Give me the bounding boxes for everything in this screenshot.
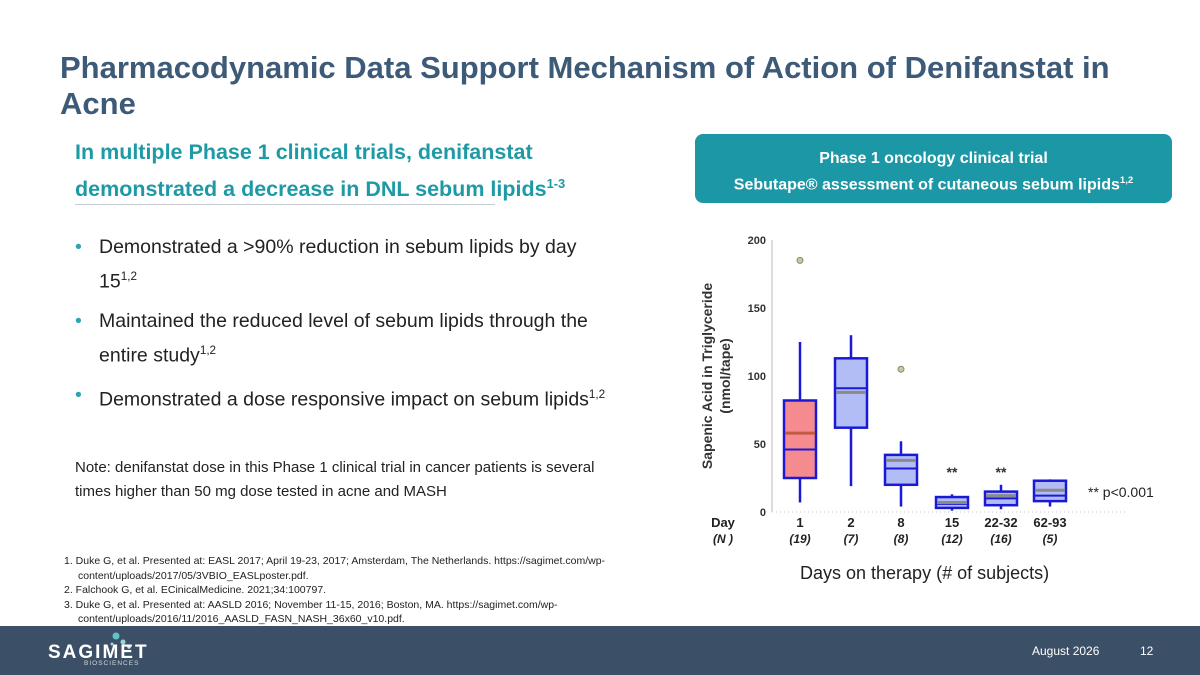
subtitle-text: In multiple Phase 1 clinical trials, den… bbox=[75, 140, 547, 202]
dose-note: Note: denifanstat dose in this Phase 1 c… bbox=[75, 459, 595, 500]
chart-caption-box: Phase 1 oncology clinical trial Sebutape… bbox=[695, 134, 1172, 203]
significance-marker: ** bbox=[947, 464, 958, 480]
company-logo-subtitle: BIOSCIENCES bbox=[84, 660, 140, 667]
bullet-superscript: 1,2 bbox=[588, 388, 606, 401]
n-label: (16) bbox=[990, 532, 1011, 546]
n-label: (12) bbox=[941, 532, 962, 546]
page-number: 12 bbox=[1140, 644, 1154, 658]
x-tick-label: 8 bbox=[897, 515, 904, 530]
bullet-text: Demonstrated a dose responsive impact on… bbox=[99, 388, 589, 411]
logo-dots-icon bbox=[110, 632, 131, 649]
day-row-header: Day bbox=[711, 515, 736, 530]
bullet-icon: • bbox=[75, 310, 82, 332]
bullet-item: • Demonstrated a >90% reduction in sebum … bbox=[75, 232, 615, 297]
box-plot-chart: 0 50 100 150 200 Sapenic Acid in Triglyceride… bbox=[699, 235, 1154, 546]
outlier-point bbox=[796, 256, 804, 264]
bullet-text: Demonstrated a >90% reduction in sebum l… bbox=[99, 236, 577, 293]
x-tick-label: 15 bbox=[945, 515, 959, 530]
bullet-superscript: 1,2 bbox=[199, 344, 217, 357]
n-label: (5) bbox=[1043, 532, 1058, 546]
bullet-item: • Demonstrated a dose responsive impact o… bbox=[75, 380, 615, 415]
bullet-superscript: 1,2 bbox=[120, 270, 137, 283]
outlier-point bbox=[897, 365, 905, 373]
y-tick-label: 100 bbox=[748, 371, 766, 383]
subtitle-divider bbox=[75, 204, 495, 205]
reference-item: 3. Duke G, et al. Presented at: AASLD 20… bbox=[64, 598, 558, 626]
references: 1. Duke G, et al. Presented at: EASL 201… bbox=[64, 554, 704, 627]
section-subtitle: In multiple Phase 1 clinical trials, den… bbox=[75, 137, 675, 205]
y-axis-label: Sapenic Acid in Triglyceride (nmol/tape) bbox=[699, 283, 733, 469]
footer-bar bbox=[0, 626, 1200, 675]
n-label: (8) bbox=[894, 532, 909, 546]
subtitle-superscript: 1-3 bbox=[546, 176, 566, 191]
x-tick-label: 62-93 bbox=[1033, 515, 1066, 530]
bullet-icon: • bbox=[75, 384, 82, 406]
caption-line-2: Sebutape® assessment of cutaneous sebum … bbox=[695, 170, 1172, 196]
company-logo: SAGIMET bbox=[48, 642, 149, 663]
n-row-header: (N ) bbox=[713, 532, 733, 546]
significance-legend: ** p<0.001 bbox=[1088, 484, 1154, 500]
n-label: (7) bbox=[844, 532, 859, 546]
footer-date: August 2026 bbox=[1032, 644, 1100, 658]
x-axis-caption: Days on therapy (# of subjects) bbox=[800, 563, 1050, 583]
bullet-text: Maintained the reduced level of sebum li… bbox=[99, 310, 588, 367]
caption-line-1: Phase 1 oncology clinical trial bbox=[819, 150, 1048, 167]
y-tick-label: 200 bbox=[748, 235, 766, 247]
bullet-item: • Maintained the reduced level of sebum l… bbox=[75, 306, 615, 371]
y-tick-label: 50 bbox=[754, 439, 766, 451]
significance-marker: ** bbox=[996, 464, 1007, 480]
caption-line-2-text: Sebutape® assessment of cutaneous sebum … bbox=[733, 176, 1120, 194]
x-tick-label: 2 bbox=[847, 515, 854, 530]
y-tick-label: 150 bbox=[748, 303, 766, 315]
y-tick-label: 0 bbox=[760, 507, 766, 519]
x-tick-label: 22-32 bbox=[984, 515, 1017, 530]
box-1 bbox=[782, 399, 818, 480]
reference-item: 2. Falchook G, et al. ECinicalMedicine. … bbox=[64, 584, 327, 596]
x-tick-label: 1 bbox=[796, 515, 803, 530]
n-label: (19) bbox=[789, 532, 810, 546]
page-title: Pharmacodynamic Data Support Mechanism o… bbox=[60, 50, 1110, 121]
bullet-icon: • bbox=[75, 236, 82, 258]
caption-superscript: 1,2 bbox=[1119, 175, 1134, 186]
reference-item: 1. Duke G, et al. Presented at: EASL 201… bbox=[64, 555, 606, 582]
